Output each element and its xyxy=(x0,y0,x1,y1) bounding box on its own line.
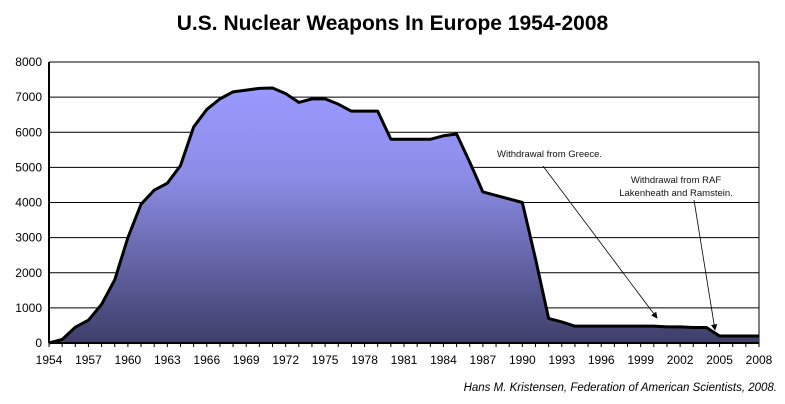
source-credit: Hans M. Kristensen, Federation of Americ… xyxy=(463,382,777,394)
chart-title: U.S. Nuclear Weapons In Europe 1954-2008 xyxy=(176,12,609,35)
x-tick-label: 2008 xyxy=(746,353,773,367)
x-tick-label: 1963 xyxy=(154,353,181,367)
y-tick-label: 0 xyxy=(35,336,42,350)
x-tick-label: 1954 xyxy=(36,353,63,367)
annotation-raf-line1: Withdrawal from RAF xyxy=(631,175,721,186)
series-line xyxy=(48,86,759,345)
y-tick-label: 4000 xyxy=(15,196,42,210)
x-tick-label: 1978 xyxy=(351,353,378,367)
x-tick-label: 1975 xyxy=(312,353,339,367)
annotation-arrow xyxy=(693,199,718,331)
y-tick-label: 7000 xyxy=(15,90,42,104)
x-tick-label: 1993 xyxy=(548,353,575,367)
annotation-greece: Withdrawal from Greece. xyxy=(497,149,602,160)
x-tick-label: 1984 xyxy=(430,353,457,367)
y-tick-label: 8000 xyxy=(15,55,42,69)
annotation-arrow xyxy=(542,165,658,319)
y-tick-label: 1000 xyxy=(15,301,42,315)
area-fill xyxy=(49,87,759,344)
y-tick-label: 5000 xyxy=(15,160,42,174)
annotation-raf-line2: Lakenheath and Ramstein. xyxy=(619,188,733,199)
x-tick-label: 1996 xyxy=(588,353,615,367)
y-tick-label: 2000 xyxy=(15,266,42,280)
y-tick-label: 3000 xyxy=(15,231,42,245)
x-tick-label: 1990 xyxy=(509,353,536,367)
x-tick-label: 2005 xyxy=(706,353,733,367)
x-tick-label: 2002 xyxy=(667,353,694,367)
y-tick-label: 6000 xyxy=(15,125,42,139)
x-tick-label: 1957 xyxy=(75,353,102,367)
x-tick-label: 1999 xyxy=(627,353,654,367)
x-tick-label: 1981 xyxy=(391,353,418,367)
x-tick-label: 1960 xyxy=(115,353,142,367)
x-tick-label: 1966 xyxy=(193,353,220,367)
x-tick-label: 1987 xyxy=(470,353,497,367)
x-tick-label: 1969 xyxy=(233,353,260,367)
x-tick-label: 1972 xyxy=(272,353,299,367)
